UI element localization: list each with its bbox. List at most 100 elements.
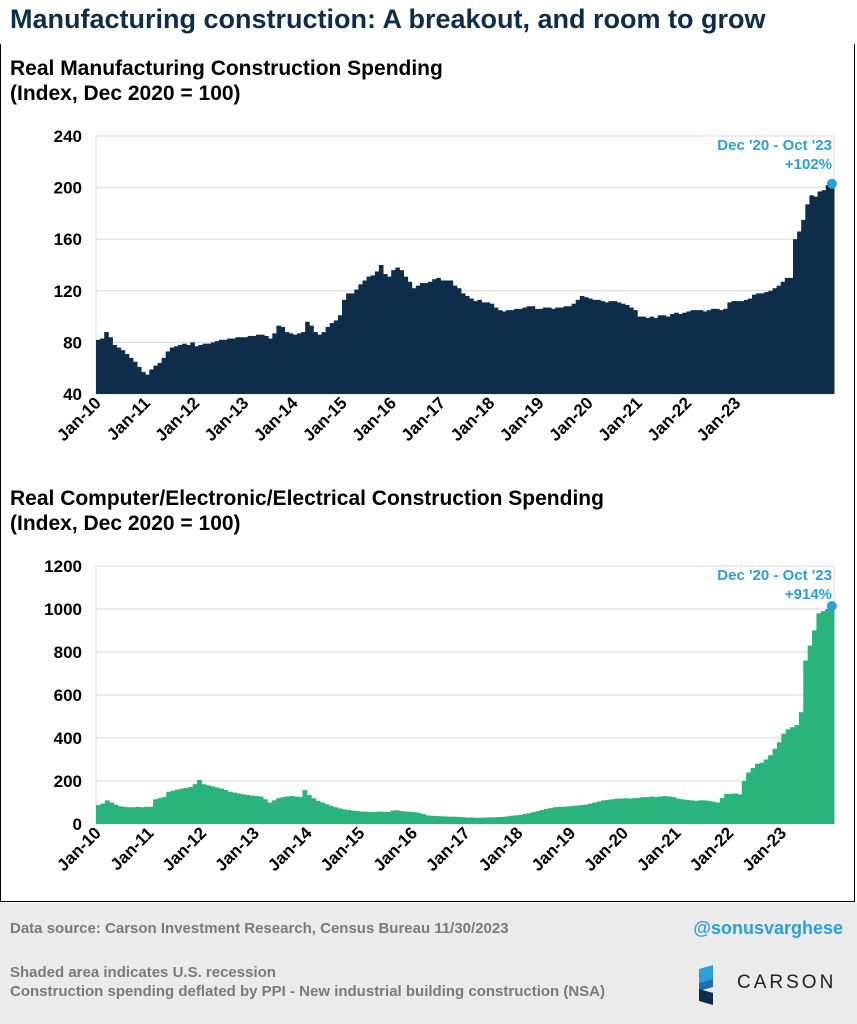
chart0-bar bbox=[104, 332, 109, 394]
author-handle-link[interactable]: @sonusvarghese bbox=[693, 918, 843, 938]
chart1-bar bbox=[746, 772, 752, 824]
chart1-bar bbox=[662, 796, 668, 824]
chart1-xtick: Jan-22 bbox=[686, 823, 738, 875]
chart1-xtick: Jan-11 bbox=[107, 823, 158, 874]
chart1-xtick-label: Jan-21 bbox=[633, 823, 685, 875]
chart1-bar bbox=[478, 817, 484, 824]
chart0-ytick-label: 200 bbox=[54, 179, 82, 198]
chart1-bar bbox=[557, 806, 563, 824]
chart0-bar bbox=[588, 298, 593, 394]
chart1-bar bbox=[170, 790, 176, 824]
chart0-bar bbox=[649, 316, 655, 394]
chart0-bar bbox=[547, 307, 552, 394]
chart0-bar bbox=[210, 342, 216, 394]
chart1-bar bbox=[794, 725, 800, 824]
chart0-bar bbox=[460, 293, 466, 394]
chart0-bar bbox=[325, 326, 331, 394]
chart1-bar bbox=[337, 808, 343, 824]
chart1-bar bbox=[618, 798, 624, 824]
chart0-xtick-label: Jan-12 bbox=[152, 393, 204, 445]
chart0-bar bbox=[378, 265, 384, 394]
chart0-bar bbox=[120, 350, 126, 394]
chart1-bar bbox=[131, 807, 137, 824]
chart1-bar bbox=[693, 800, 699, 824]
chart0-bar bbox=[284, 332, 290, 394]
chart0-bar bbox=[633, 310, 638, 394]
chart0-bar bbox=[235, 337, 240, 394]
chart0-bar bbox=[501, 311, 507, 394]
chart0-bar bbox=[772, 288, 778, 394]
chart0-xtick-label: Jan-23 bbox=[693, 393, 745, 445]
chart0-bar bbox=[465, 295, 470, 394]
chart1-bar bbox=[416, 812, 422, 824]
chart1-bar bbox=[381, 811, 387, 824]
chart0-bar bbox=[141, 372, 146, 394]
chart0-bar bbox=[629, 307, 634, 394]
chart1-bar bbox=[425, 815, 431, 824]
chart0-bar bbox=[358, 284, 363, 394]
chart1-xtick: Jan-17 bbox=[422, 823, 474, 875]
chart1-bar bbox=[456, 816, 462, 824]
chart1-bar bbox=[429, 815, 435, 824]
chart0-bar bbox=[620, 303, 626, 394]
chart0-bar bbox=[542, 307, 548, 394]
chart0-bar bbox=[387, 276, 392, 394]
chart1-xtick-label: Jan-12 bbox=[159, 823, 211, 875]
chart1-bar bbox=[596, 801, 602, 824]
chart1-bar bbox=[566, 806, 571, 824]
chart1-bar bbox=[790, 727, 795, 824]
chart0-bar bbox=[653, 317, 659, 394]
chart0-xtick-label: Jan-21 bbox=[594, 393, 646, 445]
chart0-bar bbox=[551, 308, 556, 394]
chart0-bar bbox=[530, 306, 536, 394]
chart0-bar bbox=[448, 280, 454, 394]
chart0-bar bbox=[178, 344, 183, 394]
chart1-bar bbox=[139, 807, 145, 824]
chart0-bar bbox=[305, 321, 310, 394]
chart1-bar bbox=[236, 793, 242, 824]
chart1-bar bbox=[315, 800, 321, 824]
chart0-annotation-period: Dec '20 - Oct '23 bbox=[717, 137, 832, 154]
chart1-bar bbox=[205, 785, 211, 824]
chart0-bar bbox=[829, 183, 835, 394]
chart0-bar bbox=[374, 271, 380, 394]
chart0-bar bbox=[645, 317, 650, 394]
chart0-bar bbox=[362, 280, 368, 394]
chart1-title: Real Manufacturing Construction Spending… bbox=[10, 56, 443, 106]
chart0-bar bbox=[624, 304, 630, 394]
chart0-bar bbox=[612, 301, 618, 394]
chart0-bar bbox=[723, 308, 728, 394]
chart0-bar bbox=[157, 363, 163, 394]
chart0-bar bbox=[161, 357, 167, 394]
chart0-bar bbox=[186, 344, 191, 394]
chart1-xtick: Jan-16 bbox=[370, 823, 422, 875]
chart1-bar bbox=[192, 784, 198, 824]
chart0-xtick: Jan-11 bbox=[103, 393, 154, 444]
chart1-bar bbox=[588, 803, 593, 824]
chart1-bar bbox=[807, 645, 813, 824]
chart1-bar bbox=[609, 799, 615, 824]
chart1-bar bbox=[412, 812, 418, 824]
chart0-bar bbox=[583, 297, 589, 394]
chart0-bar bbox=[665, 316, 671, 394]
chart1-bar bbox=[820, 611, 826, 824]
chart0-bar bbox=[132, 361, 138, 394]
chart0-bar bbox=[756, 293, 761, 394]
chart1-bar bbox=[350, 810, 356, 824]
chart1-xtick: Jan-14 bbox=[264, 823, 316, 875]
chart0-xtick-label: Jan-17 bbox=[398, 393, 450, 445]
chart0-ytick-label: 240 bbox=[54, 127, 82, 146]
chart0-xtick-label: Jan-19 bbox=[496, 393, 548, 445]
chart0-bar bbox=[555, 307, 560, 394]
chart0-bar bbox=[432, 279, 437, 394]
chart0-bar bbox=[415, 285, 421, 394]
chart0-bar bbox=[747, 298, 753, 394]
chart1-bar bbox=[153, 799, 158, 824]
chart1-bar bbox=[675, 798, 681, 824]
chart1-bar bbox=[258, 796, 264, 824]
chart0-bar bbox=[506, 310, 511, 394]
chart0-bar bbox=[776, 285, 782, 394]
chart0-xtick: Jan-17 bbox=[398, 393, 450, 445]
chart1-bar bbox=[812, 630, 817, 824]
chart0-ytick-label: 80 bbox=[63, 333, 82, 352]
